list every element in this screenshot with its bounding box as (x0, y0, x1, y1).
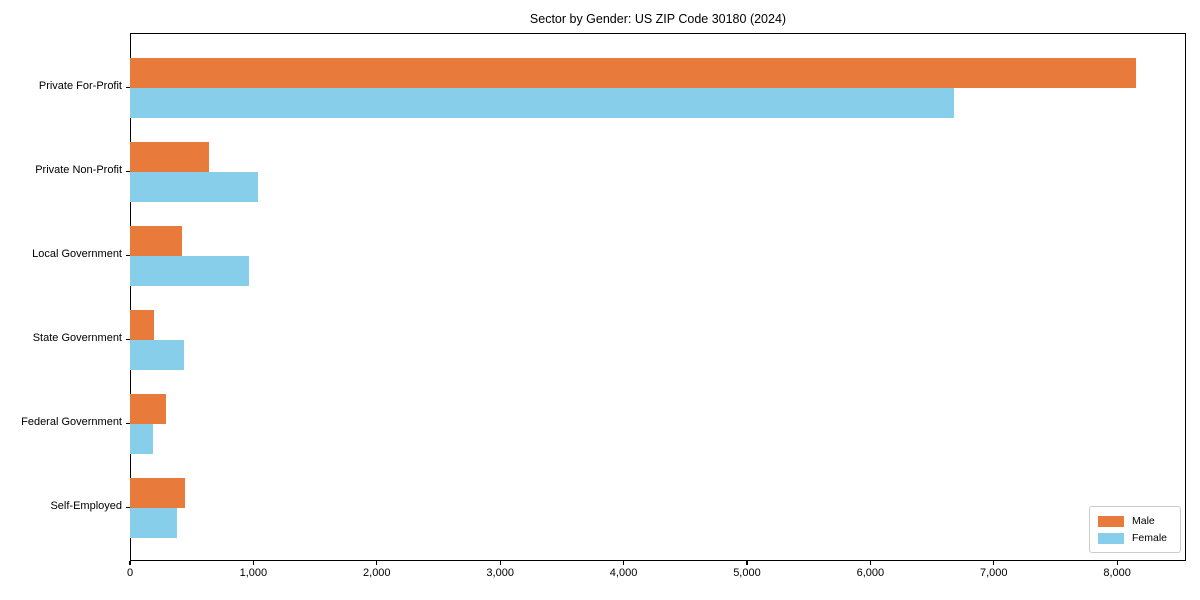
x-tick-mark (252, 561, 254, 565)
bar-male-0 (130, 57, 1136, 88)
x-tick-mark (376, 561, 378, 565)
legend-swatch-male (1098, 515, 1124, 527)
x-tick-mark (622, 561, 625, 565)
x-tick-mark (129, 561, 131, 565)
bar-female-2 (130, 255, 250, 286)
category-label: Private Non-Profit (35, 164, 122, 176)
y-tick-mark (126, 338, 130, 341)
x-tick-label: 6,000 (856, 567, 885, 579)
category-label: Self-Employed (50, 500, 122, 512)
bar-female-1 (130, 171, 259, 202)
legend-item-male: Male (1098, 515, 1172, 527)
category-label: Local Government (32, 248, 122, 260)
legend-label-male: Male (1132, 515, 1155, 527)
x-tick-label: 4,000 (609, 567, 638, 579)
bar-male-2 (130, 225, 182, 256)
x-tick-label: 0 (126, 567, 134, 579)
legend: Male Female (1089, 506, 1181, 553)
x-tick-label: 3,000 (486, 567, 514, 579)
x-tick-mark (869, 561, 871, 565)
y-tick-mark (126, 254, 130, 257)
x-tick-label: 7,000 (979, 567, 1008, 579)
plot-area (130, 33, 1186, 561)
y-tick-mark (126, 170, 130, 173)
y-tick-mark (126, 86, 130, 89)
x-tick-mark (499, 561, 501, 565)
bar-female-4 (130, 423, 153, 454)
bar-female-0 (130, 87, 955, 118)
category-label: State Government (32, 332, 122, 344)
bar-female-5 (130, 507, 177, 538)
x-tick-label: 2,000 (363, 567, 391, 579)
bar-female-3 (130, 339, 185, 370)
bar-male-3 (130, 309, 155, 340)
legend-swatch-female (1098, 532, 1124, 544)
chart-title: Sector by Gender: US ZIP Code 30180 (202… (529, 12, 787, 26)
category-label: Federal Government (21, 416, 122, 428)
x-tick-label: 8,000 (1103, 567, 1131, 579)
y-tick-mark (126, 506, 130, 509)
x-tick-mark (1116, 561, 1118, 565)
legend-item-female: Female (1098, 532, 1172, 544)
bar-male-4 (130, 393, 166, 424)
x-tick-mark (746, 561, 748, 565)
category-label: Private For-Profit (38, 80, 122, 92)
x-tick-label: 5,000 (733, 567, 761, 579)
bar-male-5 (130, 477, 185, 508)
x-tick-mark (993, 561, 995, 565)
legend-label-female: Female (1132, 532, 1168, 544)
y-tick-mark (126, 422, 130, 425)
bar-male-1 (130, 141, 209, 172)
x-tick-label: 1,000 (239, 567, 268, 579)
